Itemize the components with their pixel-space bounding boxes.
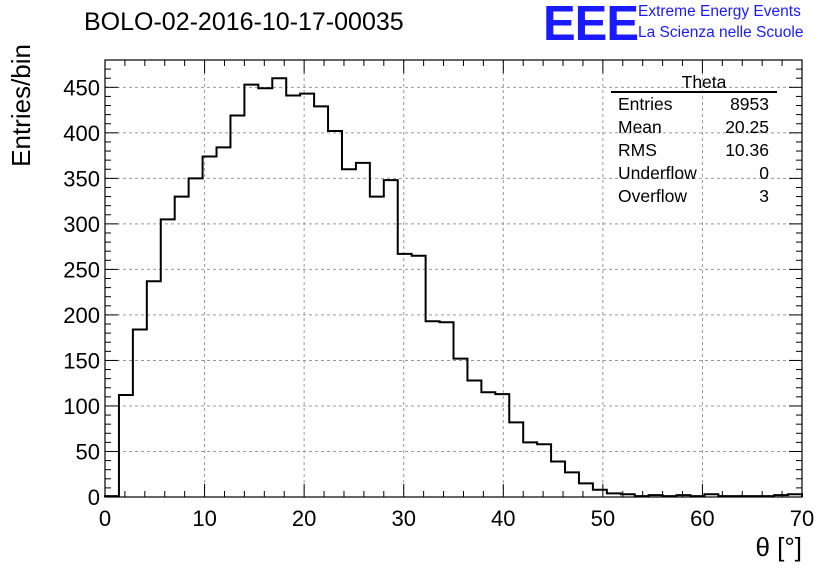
x-tick-label-7: 70 — [790, 506, 814, 531]
stats-box: Theta Entries 8953 Mean 20.25 RMS 10.36 Underfl… — [611, 72, 777, 206]
stats-value-4: 3 — [759, 186, 769, 206]
stats-box-title: Theta — [682, 72, 727, 92]
stats-value-0: 8953 — [730, 94, 769, 114]
y-tick-label-6: 300 — [63, 212, 100, 237]
stats-label-0: Entries — [618, 94, 673, 114]
x-tick-label-3: 30 — [391, 506, 415, 531]
chart-title: BOLO-02-2016-10-17-00035 — [84, 8, 404, 36]
y-tick-label-2: 100 — [63, 394, 100, 419]
y-tick-label-0: 0 — [88, 485, 100, 510]
x-tick-label-1: 10 — [192, 506, 216, 531]
eee-logo: EEE — [543, 0, 639, 51]
logo-subtitle-1: Extreme Energy Events — [638, 3, 801, 20]
axis-ticks — [104, 59, 803, 498]
stats-value-2: 10.36 — [725, 140, 769, 160]
y-tick-label-1: 50 — [76, 439, 100, 464]
plot-frame — [104, 59, 803, 498]
stats-label-2: RMS — [618, 140, 657, 160]
y-tick-label-4: 200 — [63, 303, 100, 328]
x-axis-label: θ [°] — [755, 532, 802, 562]
stats-value-1: 20.25 — [725, 117, 769, 137]
x-tick-label-0: 0 — [99, 506, 111, 531]
y-axis-label: Entries/bin — [6, 44, 36, 167]
histogram-series — [104, 77, 803, 498]
y-tick-label-9: 450 — [63, 75, 100, 100]
stats-label-4: Overflow — [618, 186, 687, 206]
y-tick-label-5: 250 — [63, 257, 100, 282]
x-tick-label-4: 40 — [491, 506, 515, 531]
stats-value-3: 0 — [759, 163, 769, 183]
stats-label-3: Underflow — [618, 163, 697, 183]
x-tick-label-5: 50 — [591, 506, 615, 531]
x-tick-label-6: 60 — [690, 506, 714, 531]
grid-lines — [105, 60, 802, 497]
stats-label-1: Mean — [618, 117, 662, 137]
y-tick-label-3: 150 — [63, 348, 100, 373]
y-tick-label-8: 400 — [63, 121, 100, 146]
tick-labels: 0 10 20 30 40 50 60 700501001502002503003504004… — [63, 75, 814, 531]
y-tick-label-7: 350 — [63, 166, 100, 191]
x-tick-label-2: 20 — [292, 506, 316, 531]
logo-subtitle-2: La Scienza nelle Scuole — [638, 24, 804, 41]
